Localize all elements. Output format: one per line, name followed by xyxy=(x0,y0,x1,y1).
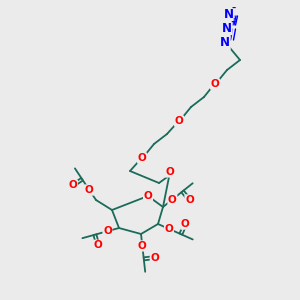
Text: N: N xyxy=(222,22,232,34)
Text: O: O xyxy=(144,191,152,201)
Text: O: O xyxy=(185,195,194,205)
Text: O: O xyxy=(103,226,112,236)
Text: O: O xyxy=(138,153,146,163)
Text: O: O xyxy=(168,194,177,205)
Text: +: + xyxy=(230,17,236,26)
Text: –: – xyxy=(232,4,236,13)
Text: N: N xyxy=(224,8,234,20)
Text: O: O xyxy=(85,185,94,195)
Text: O: O xyxy=(150,253,159,262)
Text: N: N xyxy=(220,37,230,50)
Text: O: O xyxy=(175,116,183,126)
Text: O: O xyxy=(165,224,173,234)
Text: O: O xyxy=(211,79,219,89)
Text: O: O xyxy=(181,219,190,229)
Text: O: O xyxy=(94,240,102,250)
Text: O: O xyxy=(138,241,147,251)
Text: O: O xyxy=(166,167,174,177)
Text: O: O xyxy=(69,180,77,190)
